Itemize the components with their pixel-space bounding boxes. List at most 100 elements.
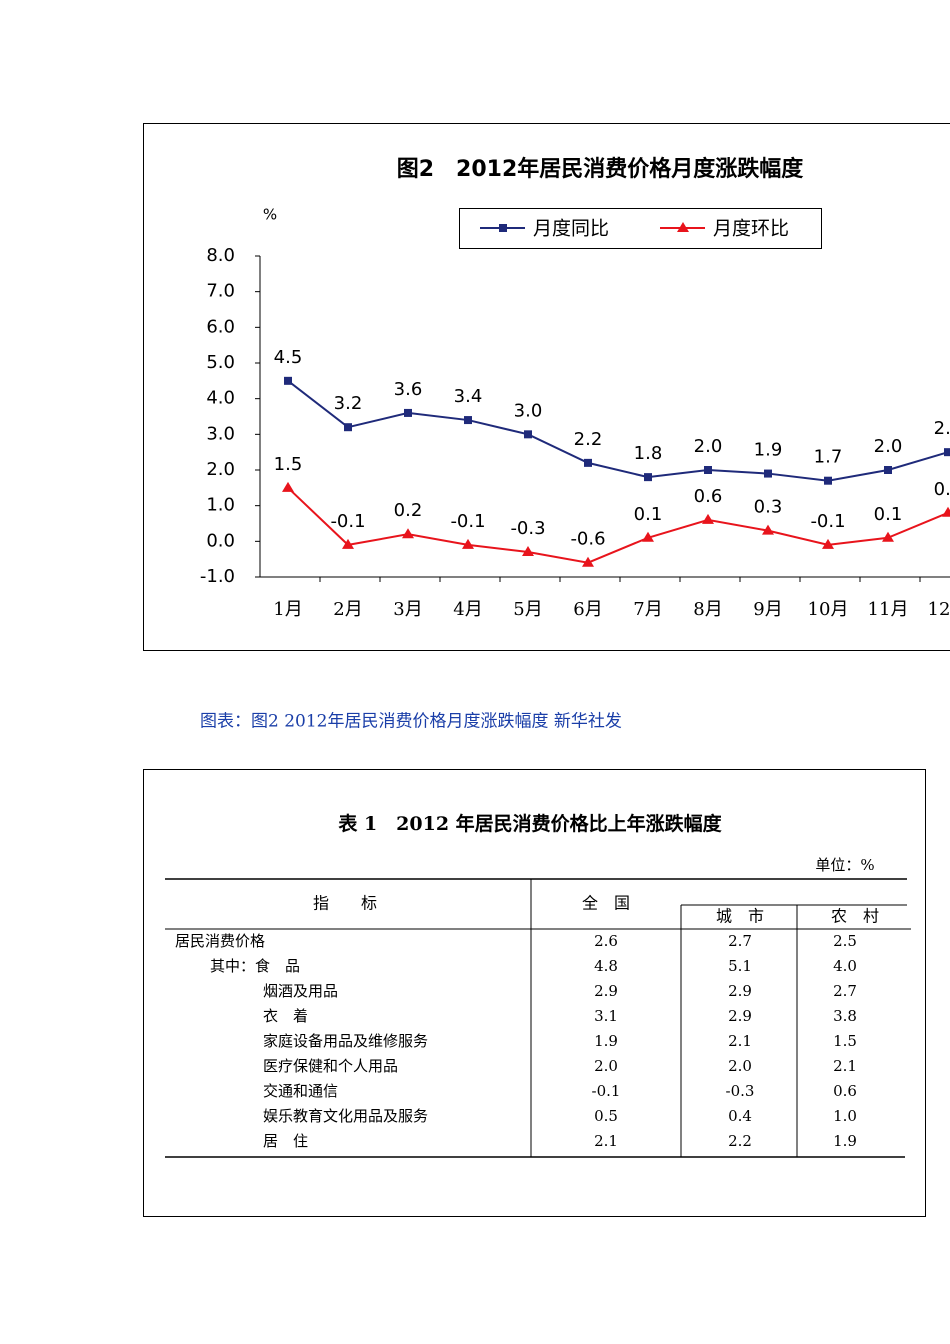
y-tick-label: 3.0 bbox=[206, 423, 235, 444]
point bbox=[584, 458, 592, 467]
point bbox=[462, 538, 474, 549]
table-frame bbox=[143, 769, 926, 1217]
data-label: -0.1 bbox=[810, 511, 845, 532]
x-tick-label: 4月 bbox=[453, 599, 482, 620]
cell: 2.2 bbox=[728, 1132, 752, 1150]
x-tick-label: 12月 bbox=[928, 599, 950, 620]
series-line bbox=[287, 380, 949, 482]
data-label: 0.6 bbox=[694, 486, 723, 507]
y-tick-label: 7.0 bbox=[206, 281, 235, 302]
point bbox=[702, 513, 714, 524]
row-label: 其中：食 品 bbox=[210, 957, 300, 975]
caption: 图表：图2 2012年居民消费价格月度涨跌幅度 新华社发 bbox=[200, 712, 622, 732]
x-tick-label: 2月 bbox=[333, 599, 362, 620]
data-label: 0.2 bbox=[394, 500, 423, 521]
point bbox=[942, 506, 950, 517]
data-label: -0.1 bbox=[330, 511, 365, 532]
point bbox=[764, 469, 772, 478]
table-header: 指 标 bbox=[313, 894, 377, 913]
data-label: -0.3 bbox=[510, 518, 545, 539]
y-tick-label: 4.0 bbox=[206, 388, 235, 409]
point bbox=[284, 376, 292, 385]
x-tick-label: 3月 bbox=[393, 599, 422, 620]
y-tick-label: 6.0 bbox=[206, 316, 235, 337]
series-line bbox=[287, 487, 949, 564]
point bbox=[944, 448, 950, 457]
row-label: 医疗保健和个人用品 bbox=[263, 1057, 398, 1075]
point bbox=[644, 473, 652, 482]
table-header: 城 市 bbox=[716, 907, 764, 926]
cell: 2.0 bbox=[594, 1057, 618, 1075]
cell: 2.7 bbox=[728, 932, 752, 950]
legend-box bbox=[459, 208, 822, 249]
y-tick-label: 2.0 bbox=[206, 459, 235, 480]
cell: 1.9 bbox=[594, 1032, 618, 1050]
x-tick-label: 10月 bbox=[808, 599, 849, 620]
data-label: 0.1 bbox=[874, 504, 903, 525]
point bbox=[342, 538, 354, 549]
row-label: 居 住 bbox=[263, 1132, 308, 1150]
cell: -0.3 bbox=[726, 1082, 755, 1100]
cell: 2.1 bbox=[833, 1057, 857, 1075]
cell: -0.1 bbox=[592, 1082, 621, 1100]
data-label: 1.9 bbox=[754, 440, 783, 461]
chart-frame bbox=[143, 123, 950, 651]
data-label: 1.5 bbox=[274, 454, 303, 475]
legend-label: 月度环比 bbox=[713, 218, 789, 240]
data-label: 2.5 bbox=[934, 418, 950, 439]
data-label: 3.4 bbox=[454, 386, 483, 407]
data-label: 1.7 bbox=[814, 447, 843, 468]
data-label: 4.5 bbox=[274, 347, 303, 368]
cell: 2.9 bbox=[728, 1007, 752, 1025]
point bbox=[822, 538, 834, 549]
data-label: 1.8 bbox=[634, 443, 663, 464]
y-tick-label: -1.0 bbox=[200, 566, 235, 587]
cell: 2.6 bbox=[594, 932, 618, 950]
cell: 2.5 bbox=[833, 932, 857, 950]
legend-marker bbox=[499, 224, 507, 232]
cell: 0.5 bbox=[594, 1107, 618, 1125]
row-label: 家庭设备用品及维修服务 bbox=[263, 1032, 428, 1050]
chart-title: 图2 2012年居民消费价格月度涨跌幅度 bbox=[397, 156, 805, 182]
data-label: 3.2 bbox=[334, 393, 363, 414]
point bbox=[464, 416, 472, 425]
data-label: 0.3 bbox=[754, 497, 783, 518]
point bbox=[882, 531, 894, 542]
x-tick-label: 6月 bbox=[573, 599, 602, 620]
y-tick-label: 8.0 bbox=[206, 245, 235, 266]
data-label: 2.2 bbox=[574, 429, 603, 450]
point bbox=[282, 481, 294, 492]
table-unit: 单位：% bbox=[815, 856, 874, 874]
table-header: 全 国 bbox=[582, 894, 630, 913]
x-tick-label: 8月 bbox=[693, 599, 722, 620]
legend-marker bbox=[677, 222, 689, 232]
data-label: 0.8 bbox=[934, 479, 950, 500]
point bbox=[824, 476, 832, 485]
point bbox=[524, 430, 532, 439]
x-tick-label: 11月 bbox=[868, 599, 909, 620]
cell: 2.0 bbox=[728, 1057, 752, 1075]
cell: 1.5 bbox=[833, 1032, 857, 1050]
point bbox=[522, 546, 534, 557]
cell: 4.0 bbox=[833, 957, 857, 975]
point bbox=[582, 556, 594, 567]
row-label: 交通和通信 bbox=[263, 1082, 338, 1100]
point bbox=[642, 531, 654, 542]
table-rules bbox=[165, 878, 911, 1158]
table-header: 农 村 bbox=[831, 907, 879, 926]
point bbox=[704, 466, 712, 474]
data-label: 2.0 bbox=[874, 436, 903, 457]
cell: 2.9 bbox=[594, 982, 618, 1000]
x-tick-label: 7月 bbox=[633, 599, 662, 620]
point bbox=[404, 408, 412, 417]
x-tick-label: 1月 bbox=[273, 599, 302, 620]
data-label: 3.0 bbox=[514, 400, 543, 421]
cell: 0.6 bbox=[833, 1082, 857, 1100]
cell: 2.9 bbox=[728, 982, 752, 1000]
y-tick-label: 0.0 bbox=[206, 530, 235, 551]
row-label: 居民消费价格 bbox=[175, 932, 265, 950]
cell: 5.1 bbox=[728, 957, 752, 975]
point bbox=[344, 423, 352, 432]
y-tick-label: 1.0 bbox=[206, 495, 235, 516]
